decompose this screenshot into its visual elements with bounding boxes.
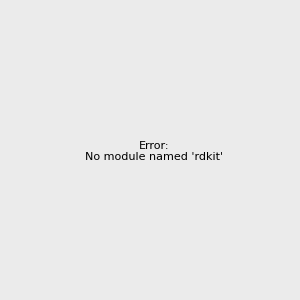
- Text: Error:
No module named 'rdkit': Error: No module named 'rdkit': [85, 141, 223, 162]
